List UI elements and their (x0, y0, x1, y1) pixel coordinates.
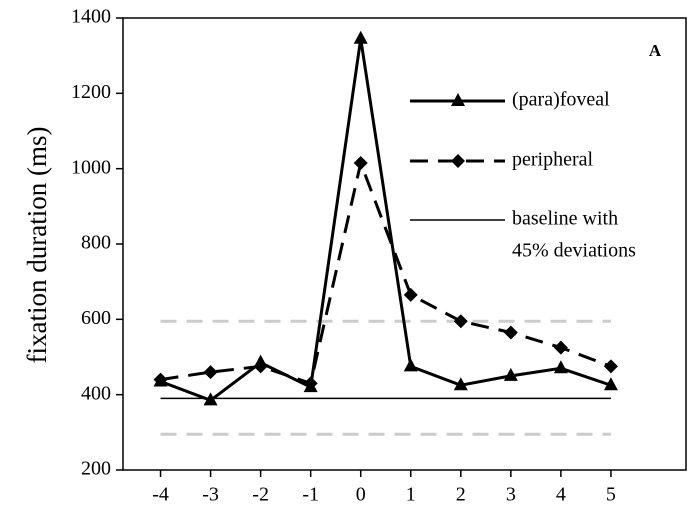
x-tick-label: 4 (556, 484, 566, 506)
data-point (353, 30, 368, 44)
y-axis-label: fixation duration (ms) (22, 127, 52, 364)
data-point (203, 365, 218, 380)
y-tick-label: 600 (81, 307, 111, 329)
y-tick-label: 1000 (71, 156, 111, 178)
data-point (353, 156, 368, 171)
data-point (253, 359, 268, 374)
y-tick-label: 200 (81, 458, 111, 480)
x-tick-label: -4 (152, 484, 169, 506)
legend-label: baseline with (512, 208, 618, 230)
data-point (203, 392, 218, 406)
y-tick-label: 800 (81, 232, 111, 254)
legend-marker (451, 154, 465, 168)
x-tick-label: 1 (406, 484, 416, 506)
x-tick-label: 3 (506, 484, 516, 506)
y-tick-label: 1400 (71, 6, 111, 28)
data-point (603, 377, 618, 391)
legend-marker (451, 93, 465, 106)
data-point (503, 367, 518, 381)
x-tick-label: -3 (202, 484, 219, 506)
x-tick-label: 5 (606, 484, 616, 506)
legend-label: 45% deviations (512, 240, 636, 262)
data-point (403, 358, 418, 372)
data-point (603, 359, 618, 374)
data-point (453, 377, 468, 391)
y-tick-label: 400 (81, 382, 111, 404)
x-tick-label: -1 (302, 484, 319, 506)
x-tick-label: 2 (456, 484, 466, 506)
data-point (553, 340, 568, 355)
data-point (153, 372, 168, 387)
data-point (403, 287, 418, 302)
y-tick-label: 1200 (71, 81, 111, 103)
x-tick-label: -2 (252, 484, 269, 506)
panel-annotation: A (649, 41, 662, 60)
x-tick-label: 0 (356, 484, 366, 506)
data-point (453, 314, 468, 329)
legend-label: peripheral (512, 149, 594, 171)
data-point (303, 376, 318, 391)
data-point (553, 360, 568, 374)
data-point (503, 325, 518, 340)
legend-label: (para)foveal (512, 89, 610, 111)
series-line (160, 38, 612, 403)
series-line (160, 157, 612, 386)
